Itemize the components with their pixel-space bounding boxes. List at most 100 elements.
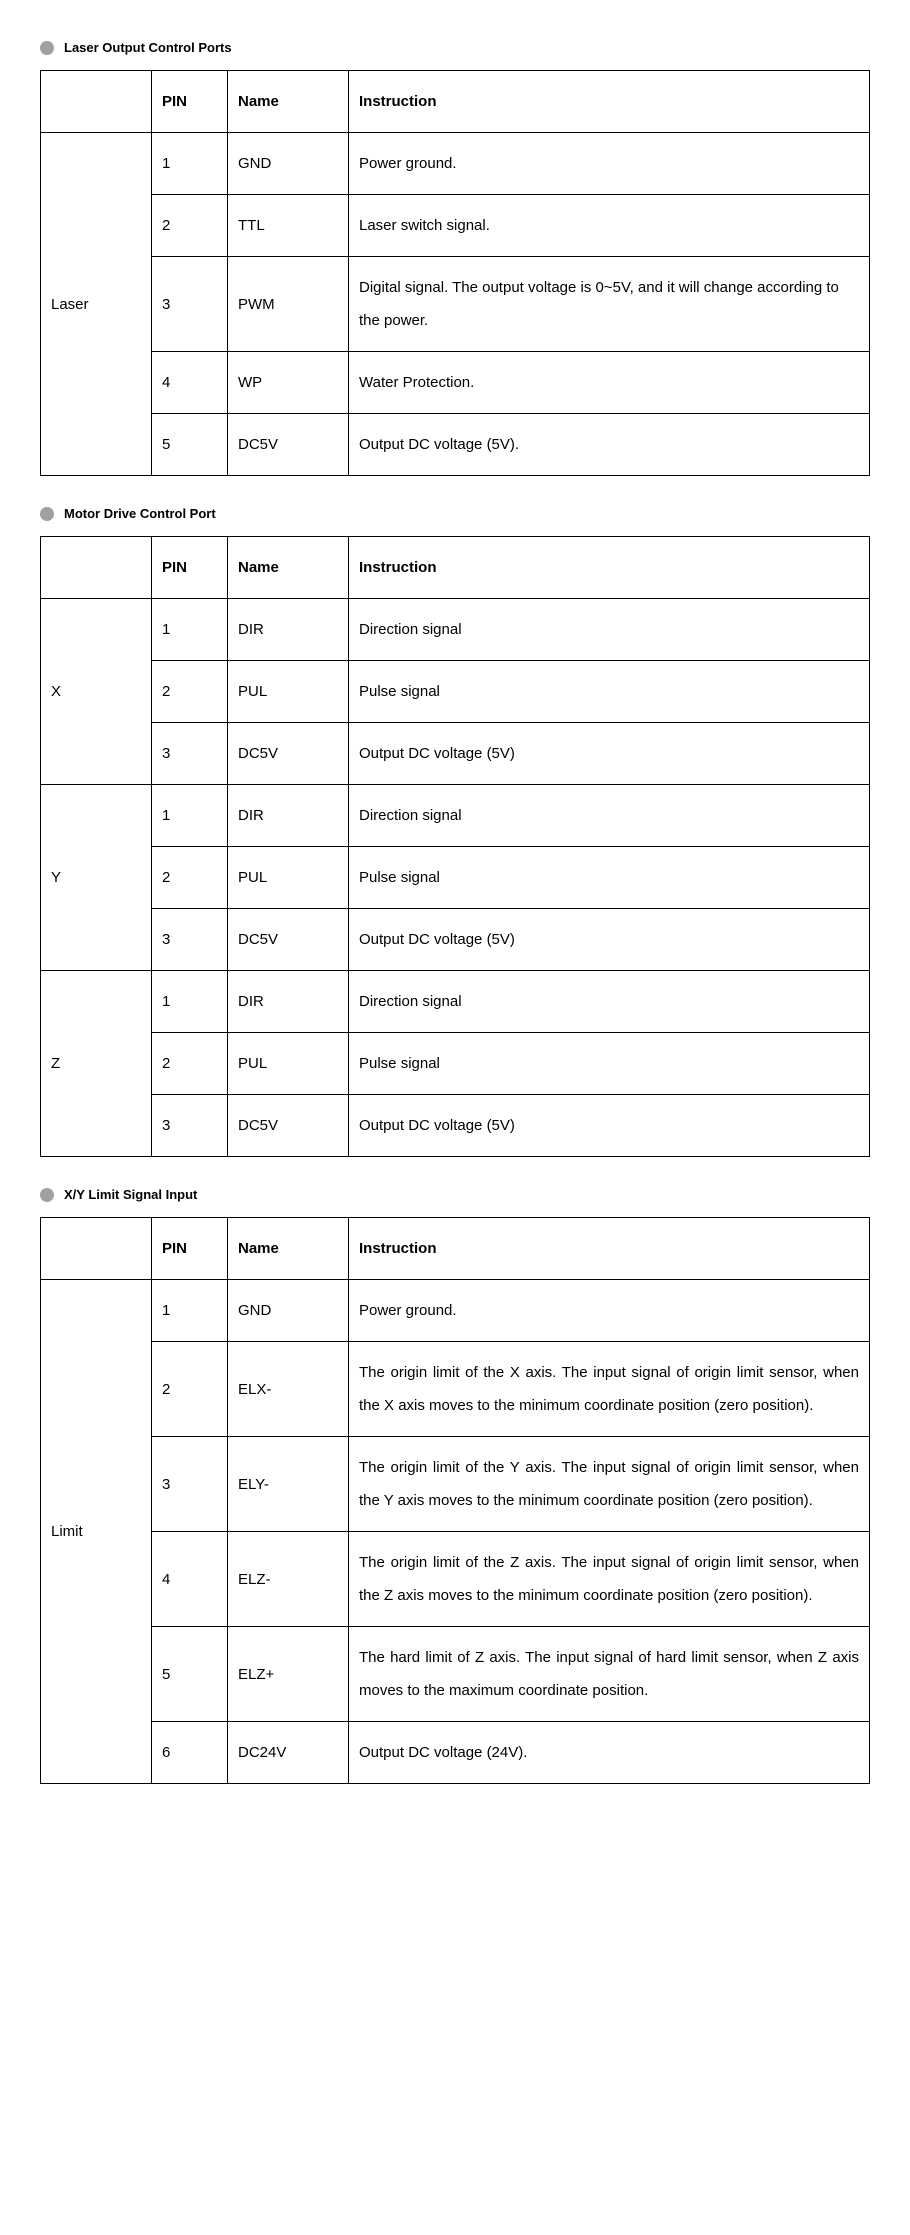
instruction-cell: Output DC voltage (24V). xyxy=(349,1722,870,1784)
bullet-icon xyxy=(40,1188,54,1202)
pin-cell: 2 xyxy=(152,1033,228,1095)
table-row: 3DC5VOutput DC voltage (5V) xyxy=(41,723,870,785)
table-row: 2ELX-The origin limit of the X axis. The… xyxy=(41,1342,870,1437)
table-header-cell xyxy=(41,1218,152,1280)
table-row: 3DC5VOutput DC voltage (5V) xyxy=(41,909,870,971)
name-cell: DC5V xyxy=(228,1095,349,1157)
instruction-cell: Pulse signal xyxy=(349,661,870,723)
table-row: 2TTLLaser switch signal. xyxy=(41,195,870,257)
instruction-cell: Digital signal. The output voltage is 0~… xyxy=(349,257,870,352)
name-cell: ELZ+ xyxy=(228,1627,349,1722)
table-header-cell: Name xyxy=(228,537,349,599)
instruction-cell: The origin limit of the Z axis. The inpu… xyxy=(349,1532,870,1627)
name-cell: DC24V xyxy=(228,1722,349,1784)
pin-cell: 2 xyxy=(152,1342,228,1437)
table-row: Laser1GNDPower ground. xyxy=(41,133,870,195)
name-cell: ELX- xyxy=(228,1342,349,1437)
pin-cell: 6 xyxy=(152,1722,228,1784)
table-row: 3DC5VOutput DC voltage (5V) xyxy=(41,1095,870,1157)
table-header-cell: PIN xyxy=(152,71,228,133)
pin-table: PINNameInstructionX1DIRDirection signal2… xyxy=(40,536,870,1157)
pin-cell: 1 xyxy=(152,971,228,1033)
table-row: 4ELZ-The origin limit of the Z axis. The… xyxy=(41,1532,870,1627)
instruction-cell: Output DC voltage (5V). xyxy=(349,414,870,476)
table-row: 3ELY-The origin limit of the Y axis. The… xyxy=(41,1437,870,1532)
group-label-cell: Z xyxy=(41,971,152,1157)
pin-cell: 2 xyxy=(152,661,228,723)
pin-cell: 3 xyxy=(152,909,228,971)
name-cell: DIR xyxy=(228,785,349,847)
name-cell: GND xyxy=(228,1280,349,1342)
instruction-cell: Laser switch signal. xyxy=(349,195,870,257)
pin-cell: 3 xyxy=(152,1437,228,1532)
instruction-cell: Direction signal xyxy=(349,785,870,847)
pin-cell: 1 xyxy=(152,599,228,661)
table-row: 2PULPulse signal xyxy=(41,1033,870,1095)
table-header-cell: Instruction xyxy=(349,71,870,133)
table-row: 3PWMDigital signal. The output voltage i… xyxy=(41,257,870,352)
name-cell: PUL xyxy=(228,847,349,909)
name-cell: PUL xyxy=(228,1033,349,1095)
instruction-cell: The origin limit of the X axis. The inpu… xyxy=(349,1342,870,1437)
table-header-cell: Instruction xyxy=(349,1218,870,1280)
table-header-cell: Name xyxy=(228,1218,349,1280)
name-cell: DC5V xyxy=(228,723,349,785)
pin-table: PINNameInstructionLimit1GNDPower ground.… xyxy=(40,1217,870,1784)
table-header-cell xyxy=(41,71,152,133)
table-row: 5ELZ+The hard limit of Z axis. The input… xyxy=(41,1627,870,1722)
group-label-cell: Limit xyxy=(41,1280,152,1784)
instruction-cell: Direction signal xyxy=(349,599,870,661)
name-cell: DIR xyxy=(228,599,349,661)
pin-cell: 1 xyxy=(152,1280,228,1342)
table-header-cell: Instruction xyxy=(349,537,870,599)
name-cell: DC5V xyxy=(228,909,349,971)
table-row: 2PULPulse signal xyxy=(41,847,870,909)
name-cell: ELZ- xyxy=(228,1532,349,1627)
pin-cell: 5 xyxy=(152,1627,228,1722)
pin-cell: 3 xyxy=(152,1095,228,1157)
table-row: Z1DIRDirection signal xyxy=(41,971,870,1033)
table-row: 4WPWater Protection. xyxy=(41,352,870,414)
instruction-cell: Power ground. xyxy=(349,1280,870,1342)
section-title-text: Laser Output Control Ports xyxy=(64,40,232,55)
instruction-cell: Direction signal xyxy=(349,971,870,1033)
pin-cell: 4 xyxy=(152,352,228,414)
bullet-icon xyxy=(40,41,54,55)
section-title-text: Motor Drive Control Port xyxy=(64,506,216,521)
pin-cell: 1 xyxy=(152,785,228,847)
table-header-row: PINNameInstruction xyxy=(41,71,870,133)
name-cell: TTL xyxy=(228,195,349,257)
table-row: 6DC24VOutput DC voltage (24V). xyxy=(41,1722,870,1784)
bullet-icon xyxy=(40,507,54,521)
instruction-cell: The hard limit of Z axis. The input sign… xyxy=(349,1627,870,1722)
table-header-cell: PIN xyxy=(152,537,228,599)
name-cell: DC5V xyxy=(228,414,349,476)
table-row: 2PULPulse signal xyxy=(41,661,870,723)
name-cell: PUL xyxy=(228,661,349,723)
name-cell: WP xyxy=(228,352,349,414)
pin-cell: 3 xyxy=(152,723,228,785)
section-title-text: X/Y Limit Signal Input xyxy=(64,1187,197,1202)
table-header-cell: Name xyxy=(228,71,349,133)
name-cell: ELY- xyxy=(228,1437,349,1532)
pin-table: PINNameInstructionLaser1GNDPower ground.… xyxy=(40,70,870,476)
instruction-cell: Water Protection. xyxy=(349,352,870,414)
instruction-cell: Pulse signal xyxy=(349,1033,870,1095)
instruction-cell: Output DC voltage (5V) xyxy=(349,723,870,785)
instruction-cell: The origin limit of the Y axis. The inpu… xyxy=(349,1437,870,1532)
group-label-cell: X xyxy=(41,599,152,785)
table-row: Y1DIRDirection signal xyxy=(41,785,870,847)
instruction-cell: Output DC voltage (5V) xyxy=(349,1095,870,1157)
pin-cell: 2 xyxy=(152,847,228,909)
table-row: 5DC5VOutput DC voltage (5V). xyxy=(41,414,870,476)
instruction-cell: Pulse signal xyxy=(349,847,870,909)
section-title: X/Y Limit Signal Input xyxy=(40,1187,870,1202)
group-label-cell: Laser xyxy=(41,133,152,476)
pin-cell: 1 xyxy=(152,133,228,195)
section-title: Laser Output Control Ports xyxy=(40,40,870,55)
group-label-cell: Y xyxy=(41,785,152,971)
name-cell: PWM xyxy=(228,257,349,352)
pin-cell: 2 xyxy=(152,195,228,257)
table-row: Limit1GNDPower ground. xyxy=(41,1280,870,1342)
section-title: Motor Drive Control Port xyxy=(40,506,870,521)
